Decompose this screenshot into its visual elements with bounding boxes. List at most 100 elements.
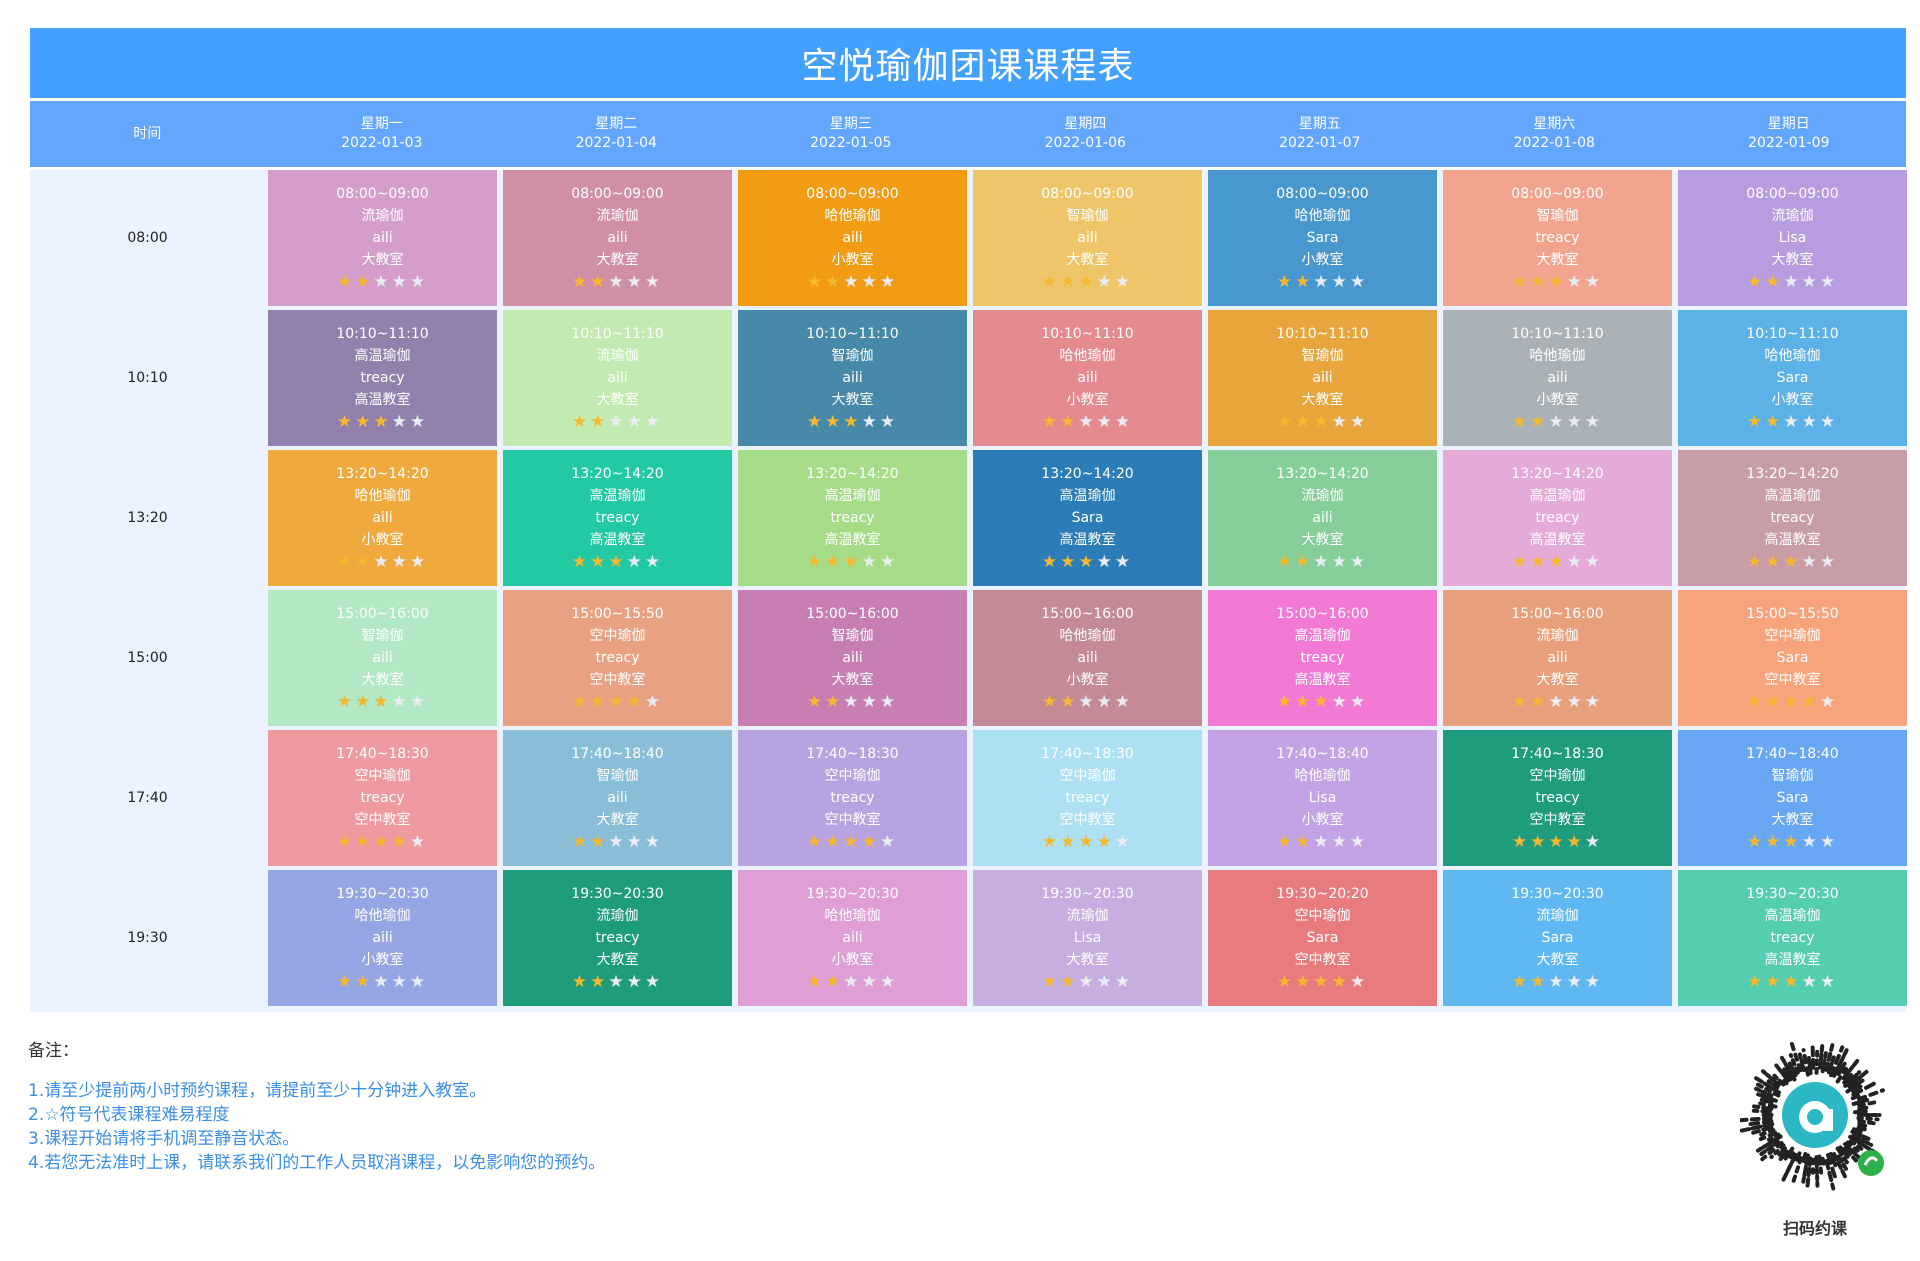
- class-room: 高温教室: [1529, 532, 1586, 548]
- class-card[interactable]: 08:00~09:00 流瑜伽 Lisa 大教室 ★★★★★: [1678, 170, 1907, 306]
- day-date: 2022-01-08: [1513, 135, 1595, 151]
- star-filled-icon: ★: [1276, 692, 1296, 712]
- star-filled-icon: ★: [571, 552, 591, 572]
- day-name: 星期五: [1298, 116, 1341, 132]
- class-time: 15:00~15:50: [1746, 606, 1839, 622]
- class-name: 空中瑜伽: [1059, 768, 1116, 784]
- star-empty-icon: ★: [391, 972, 410, 992]
- class-card[interactable]: 19:30~20:30 流瑜伽 Lisa 大教室 ★★★★★: [973, 870, 1202, 1006]
- star-filled-icon: ★: [590, 552, 609, 572]
- class-card[interactable]: 08:00~09:00 哈他瑜伽 Sara 小教室 ★★★★★: [1208, 170, 1437, 306]
- class-card[interactable]: 13:20~14:20 流瑜伽 aili 大教室 ★★★★★: [1208, 450, 1437, 586]
- class-card[interactable]: 17:40~18:30 空中瑜伽 treacy 空中教室 ★★★★★: [973, 730, 1202, 866]
- class-name: 流瑜伽: [1536, 908, 1579, 924]
- star-filled-icon: ★: [806, 692, 826, 712]
- class-teacher: treacy: [595, 650, 640, 666]
- class-name: 流瑜伽: [596, 908, 639, 924]
- star-empty-icon: ★: [391, 692, 410, 712]
- class-card[interactable]: 19:30~20:20 空中瑜伽 Sara 空中教室 ★★★★★: [1208, 870, 1437, 1006]
- star-filled-icon: ★: [355, 412, 374, 432]
- qr-code-block[interactable]: 扫码约课: [1737, 1035, 1900, 1245]
- class-room: 空中教室: [589, 672, 646, 688]
- class-card[interactable]: 13:20~14:20 哈他瑜伽 aili 小教室 ★★★★★: [268, 450, 497, 586]
- star-filled-icon: ★: [1295, 832, 1314, 852]
- class-time: 10:10~11:10: [806, 326, 899, 342]
- class-card[interactable]: 15:00~16:00 智瑜伽 aili 大教室 ★★★★★: [268, 590, 497, 726]
- class-name: 流瑜伽: [596, 208, 639, 224]
- class-room: 小教室: [361, 952, 404, 968]
- class-card[interactable]: 13:20~14:20 高温瑜伽 treacy 高温教室 ★★★★★: [503, 450, 732, 586]
- class-room: 大教室: [596, 952, 639, 968]
- class-time: 13:20~14:20: [806, 466, 899, 482]
- class-card[interactable]: 19:30~20:30 哈他瑜伽 aili 小教室 ★★★★★: [268, 870, 497, 1006]
- class-time: 15:00~16:00: [1276, 606, 1369, 622]
- class-card[interactable]: 19:30~20:30 流瑜伽 treacy 大教室 ★★★★★: [503, 870, 732, 1006]
- day-date: 2022-01-07: [1279, 135, 1361, 151]
- class-card[interactable]: 13:20~14:20 高温瑜伽 Sara 高温教室 ★★★★★: [973, 450, 1202, 586]
- class-card[interactable]: 17:40~18:30 空中瑜伽 treacy 空中教室 ★★★★★: [268, 730, 497, 866]
- class-card[interactable]: 13:20~14:20 高温瑜伽 treacy 高温教室 ★★★★★: [1678, 450, 1907, 586]
- class-card[interactable]: 15:00~16:00 高温瑜伽 treacy 高温教室 ★★★★★: [1208, 590, 1437, 726]
- class-name: 高温瑜伽: [1529, 488, 1586, 504]
- class-time: 08:00~09:00: [1746, 186, 1839, 202]
- class-card[interactable]: 19:30~20:30 流瑜伽 Sara 大教室 ★★★★★: [1443, 870, 1672, 1006]
- class-card[interactable]: 19:30~20:30 哈他瑜伽 aili 小教室 ★★★★★: [738, 870, 967, 1006]
- difficulty-rating: ★★★★★: [1678, 270, 1907, 294]
- class-card[interactable]: 10:10~11:10 智瑜伽 aili 大教室 ★★★★★: [738, 310, 967, 446]
- class-card[interactable]: 10:10~11:10 智瑜伽 aili 大教室 ★★★★★: [1208, 310, 1437, 446]
- star-empty-icon: ★: [1114, 972, 1134, 992]
- star-filled-icon: ★: [1276, 412, 1296, 432]
- class-card[interactable]: 08:00~09:00 流瑜伽 aili 大教室 ★★★★★: [268, 170, 497, 306]
- star-filled-icon: ★: [1060, 552, 1079, 572]
- class-card[interactable]: 08:00~09:00 智瑜伽 aili 大教室 ★★★★★: [973, 170, 1202, 306]
- star-empty-icon: ★: [1801, 552, 1820, 572]
- class-card[interactable]: 10:10~11:10 高温瑜伽 treacy 高温教室 ★★★★★: [268, 310, 497, 446]
- class-time: 17:40~18:40: [1276, 746, 1369, 762]
- star-empty-icon: ★: [1331, 272, 1350, 292]
- class-card[interactable]: 17:40~18:30 空中瑜伽 treacy 空中教室 ★★★★★: [738, 730, 967, 866]
- star-filled-icon: ★: [373, 832, 392, 852]
- star-empty-icon: ★: [861, 552, 880, 572]
- day-date: 2022-01-09: [1748, 135, 1830, 151]
- class-teacher: aili: [1077, 370, 1098, 386]
- star-empty-icon: ★: [1819, 692, 1839, 712]
- star-empty-icon: ★: [1783, 412, 1802, 432]
- star-filled-icon: ★: [806, 832, 826, 852]
- class-card[interactable]: 10:10~11:10 哈他瑜伽 aili 小教室 ★★★★★: [973, 310, 1202, 446]
- class-card[interactable]: 17:40~18:40 智瑜伽 aili 大教室 ★★★★★: [503, 730, 732, 866]
- class-name: 哈他瑜伽: [354, 488, 411, 504]
- difficulty-rating: ★★★★★: [973, 830, 1202, 854]
- class-card[interactable]: 10:10~11:10 哈他瑜伽 Sara 小教室 ★★★★★: [1678, 310, 1907, 446]
- class-card[interactable]: 08:00~09:00 流瑜伽 aili 大教室 ★★★★★: [503, 170, 732, 306]
- class-card[interactable]: 15:00~16:00 流瑜伽 aili 大教室 ★★★★★: [1443, 590, 1672, 726]
- class-card[interactable]: 15:00~15:50 空中瑜伽 Sara 空中教室 ★★★★★: [1678, 590, 1907, 726]
- class-card[interactable]: 19:30~20:30 高温瑜伽 treacy 高温教室 ★★★★★: [1678, 870, 1907, 1006]
- class-card[interactable]: 17:40~18:40 智瑜伽 Sara 大教室 ★★★★★: [1678, 730, 1907, 866]
- class-time: 19:30~20:30: [806, 886, 899, 902]
- class-card[interactable]: 17:40~18:40 哈他瑜伽 Lisa 小教室 ★★★★★: [1208, 730, 1437, 866]
- star-filled-icon: ★: [825, 832, 844, 852]
- class-card[interactable]: 10:10~11:10 哈他瑜伽 aili 小教室 ★★★★★: [1443, 310, 1672, 446]
- class-card[interactable]: 08:00~09:00 智瑜伽 treacy 大教室 ★★★★★: [1443, 170, 1672, 306]
- class-card[interactable]: 15:00~15:50 空中瑜伽 treacy 空中教室 ★★★★★: [503, 590, 732, 726]
- class-card[interactable]: 15:00~16:00 智瑜伽 aili 大教室 ★★★★★: [738, 590, 967, 726]
- star-filled-icon: ★: [336, 412, 356, 432]
- class-card[interactable]: 13:20~14:20 高温瑜伽 treacy 高温教室 ★★★★★: [738, 450, 967, 586]
- difficulty-rating: ★★★★★: [738, 550, 967, 574]
- star-empty-icon: ★: [608, 412, 627, 432]
- star-empty-icon: ★: [626, 412, 645, 432]
- class-room: 小教室: [1066, 672, 1109, 688]
- class-card[interactable]: 13:20~14:20 高温瑜伽 treacy 高温教室 ★★★★★: [1443, 450, 1672, 586]
- class-teacher: aili: [842, 370, 863, 386]
- class-card[interactable]: 15:00~16:00 哈他瑜伽 aili 小教室 ★★★★★: [973, 590, 1202, 726]
- class-teacher: aili: [372, 930, 393, 946]
- class-card[interactable]: 17:40~18:30 空中瑜伽 treacy 空中教室 ★★★★★: [1443, 730, 1672, 866]
- class-teacher: treacy: [1535, 230, 1580, 246]
- class-card[interactable]: 10:10~11:10 流瑜伽 aili 大教室 ★★★★★: [503, 310, 732, 446]
- star-empty-icon: ★: [861, 972, 880, 992]
- class-card[interactable]: 08:00~09:00 哈他瑜伽 aili 小教室 ★★★★★: [738, 170, 967, 306]
- day-date: 2022-01-05: [810, 135, 892, 151]
- difficulty-rating: ★★★★★: [973, 550, 1202, 574]
- difficulty-rating: ★★★★★: [1208, 270, 1437, 294]
- mini-program-qr-icon[interactable]: [1737, 1035, 1890, 1205]
